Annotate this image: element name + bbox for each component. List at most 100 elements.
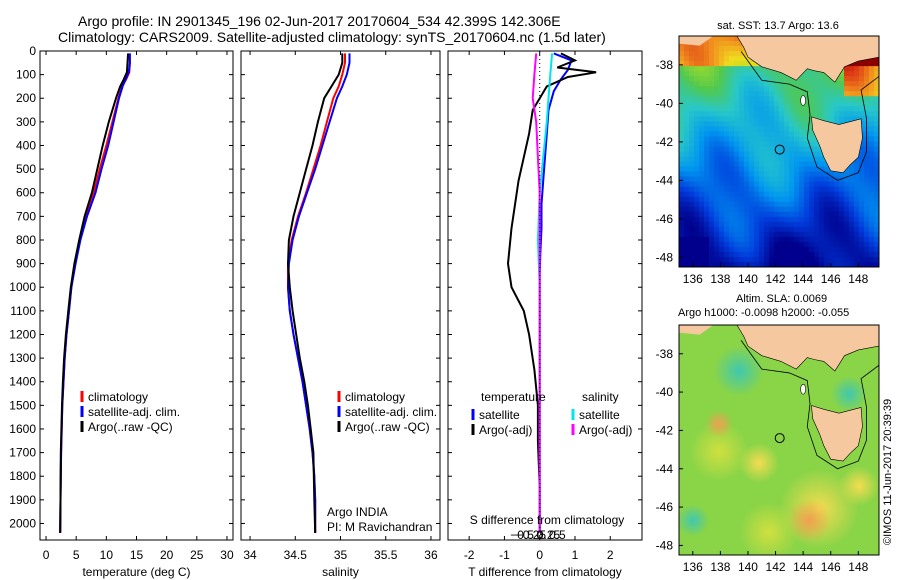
tasmania — [811, 405, 863, 462]
map-x-tick-label: 138 — [710, 560, 730, 574]
map-x-tick-label: 148 — [848, 272, 868, 286]
sla-blob — [679, 504, 709, 537]
x-tick-label: -2 — [464, 548, 475, 562]
y-tick-label: 0 — [29, 44, 36, 58]
x-axis-label: salinity — [322, 565, 359, 579]
legend-label: Argo(-adj) — [479, 423, 532, 437]
map-y-tick-label: -38 — [656, 58, 674, 72]
legend-label: Argo(-adj) — [579, 423, 632, 437]
x-tick-label: 36 — [424, 548, 438, 562]
map-y-tick-label: -46 — [656, 500, 674, 514]
x-tick-label: 20 — [160, 548, 174, 562]
x-tick-label: 30 — [220, 548, 234, 562]
profile-panel-1: 0100200300400500600700800900100011001200… — [9, 44, 234, 579]
shelf-contour — [740, 340, 879, 470]
x-tick-label: 5 — [73, 548, 80, 562]
y-tick-label: 400 — [16, 138, 36, 152]
sla-blob — [831, 376, 867, 412]
legend-label: climatology — [345, 390, 405, 404]
legend-label: satellite — [479, 408, 520, 422]
map-y-tick-label: -48 — [656, 250, 674, 264]
header-line-1: Argo profile: IN 2901345_196 02-Jun-2017… — [78, 13, 561, 29]
y-tick-label: 1500 — [9, 398, 36, 412]
map-x-tick-label: 136 — [683, 272, 703, 286]
y-tick-label: 2000 — [9, 516, 36, 530]
x2-tick-label: −0.25 — [516, 528, 547, 542]
map-x-tick-label: 146 — [821, 560, 841, 574]
king-island — [800, 95, 806, 106]
header-line-2: Climatology: CARS2009. Satellite-adjuste… — [58, 29, 606, 45]
y-tick-label: 800 — [16, 233, 36, 247]
y-tick-label: 1400 — [9, 375, 36, 389]
profile-panel-2: 34 34.5 35 35.5 36 salinity climatologysatelli… — [240, 50, 441, 579]
y-tick-label: 900 — [16, 257, 36, 271]
y-tick-label: 1000 — [9, 280, 36, 294]
x-tick-label: -1 — [499, 548, 510, 562]
argo-location-marker — [774, 144, 785, 155]
map-y-tick-label: -48 — [656, 538, 674, 552]
x2-tick-label: −0.5 — [510, 528, 534, 542]
map-y-tick-label: -40 — [656, 385, 674, 399]
map-x-tick-label: 140 — [738, 272, 758, 286]
legend-title-temperature: temperature — [481, 390, 546, 404]
map-y-tick-label: -38 — [656, 347, 674, 361]
y-tick-label: 500 — [16, 162, 36, 176]
map-x-tick-label: 144 — [793, 560, 813, 574]
plot-frame — [39, 50, 234, 541]
x-tick-label: 25 — [190, 548, 204, 562]
x-tick-label: 35 — [334, 548, 348, 562]
x2-tick-label: 0.5 — [549, 528, 566, 542]
y-tick-label: 1100 — [10, 304, 36, 318]
x-tick-label: 0 — [536, 548, 543, 562]
map-x-tick-label: 138 — [710, 272, 730, 286]
y-tick-label: 200 — [16, 91, 36, 105]
y-tick-label: 600 — [16, 186, 36, 200]
map-1-title: sat. SST: 13.7 Argo: 13.6 — [717, 20, 839, 32]
y-tick-label: 100 — [16, 68, 36, 82]
x-tick-label: 2 — [607, 548, 614, 562]
map-y-tick-label: -44 — [656, 462, 674, 476]
legend-label: satellite-adj. clim. — [88, 405, 180, 419]
x-tick-label: 35.5 — [374, 548, 398, 562]
map-field — [679, 325, 879, 555]
legend-label: Argo(..raw -QC) — [345, 420, 430, 434]
king-island — [800, 383, 806, 395]
x-tick-label: 15 — [130, 548, 144, 562]
plot-frame — [447, 50, 643, 541]
legend-label: satellite — [579, 408, 620, 422]
mainland — [679, 325, 879, 372]
x-axis-label: temperature (deg C) — [82, 565, 190, 579]
sla-blob — [689, 421, 749, 482]
map-field — [679, 36, 879, 267]
x-tick-label: 0 — [43, 548, 50, 562]
argo-annotation: Argo INDIA — [327, 505, 388, 519]
argo-location-marker — [774, 433, 785, 444]
map-x-tick-label: 142 — [766, 272, 786, 286]
map-x-tick-label: 144 — [793, 272, 813, 286]
sla-blob — [705, 409, 733, 438]
y-tick-label: 700 — [16, 209, 36, 223]
y-tick-label: 1800 — [9, 469, 36, 483]
series-line-3 — [286, 53, 344, 533]
x-tick-label: 10 — [100, 548, 114, 562]
land-fragment — [679, 325, 714, 335]
sla-blob — [739, 502, 799, 555]
sla-blob — [739, 443, 779, 483]
x-tick-label: 34.5 — [284, 548, 308, 562]
map-panel-1: -38 -40 -42 -44 -46 -48 136 138 140 142 144 146 148 — [656, 35, 880, 286]
map-x-tick-label: 146 — [821, 272, 841, 286]
y-tick-label: 1700 — [9, 446, 36, 460]
map-y-tick-label: -42 — [656, 423, 674, 437]
x-tick-label: 34 — [243, 548, 257, 562]
map-x-tick-label: 136 — [683, 560, 703, 574]
sla-blob — [714, 346, 764, 396]
legend-label: satellite-adj. clim. — [345, 405, 437, 419]
x2-tick-label: 0 — [536, 528, 543, 542]
y-tick-label: 1200 — [9, 327, 36, 341]
shelf-contour — [740, 51, 879, 181]
series-line-2 — [506, 52, 597, 533]
x-axis-label: T difference from climatology — [468, 565, 622, 579]
land-fragment — [679, 36, 714, 46]
x2-tick-label: 0.25 — [537, 528, 561, 542]
legend-title-salinity: salinity — [582, 390, 619, 404]
